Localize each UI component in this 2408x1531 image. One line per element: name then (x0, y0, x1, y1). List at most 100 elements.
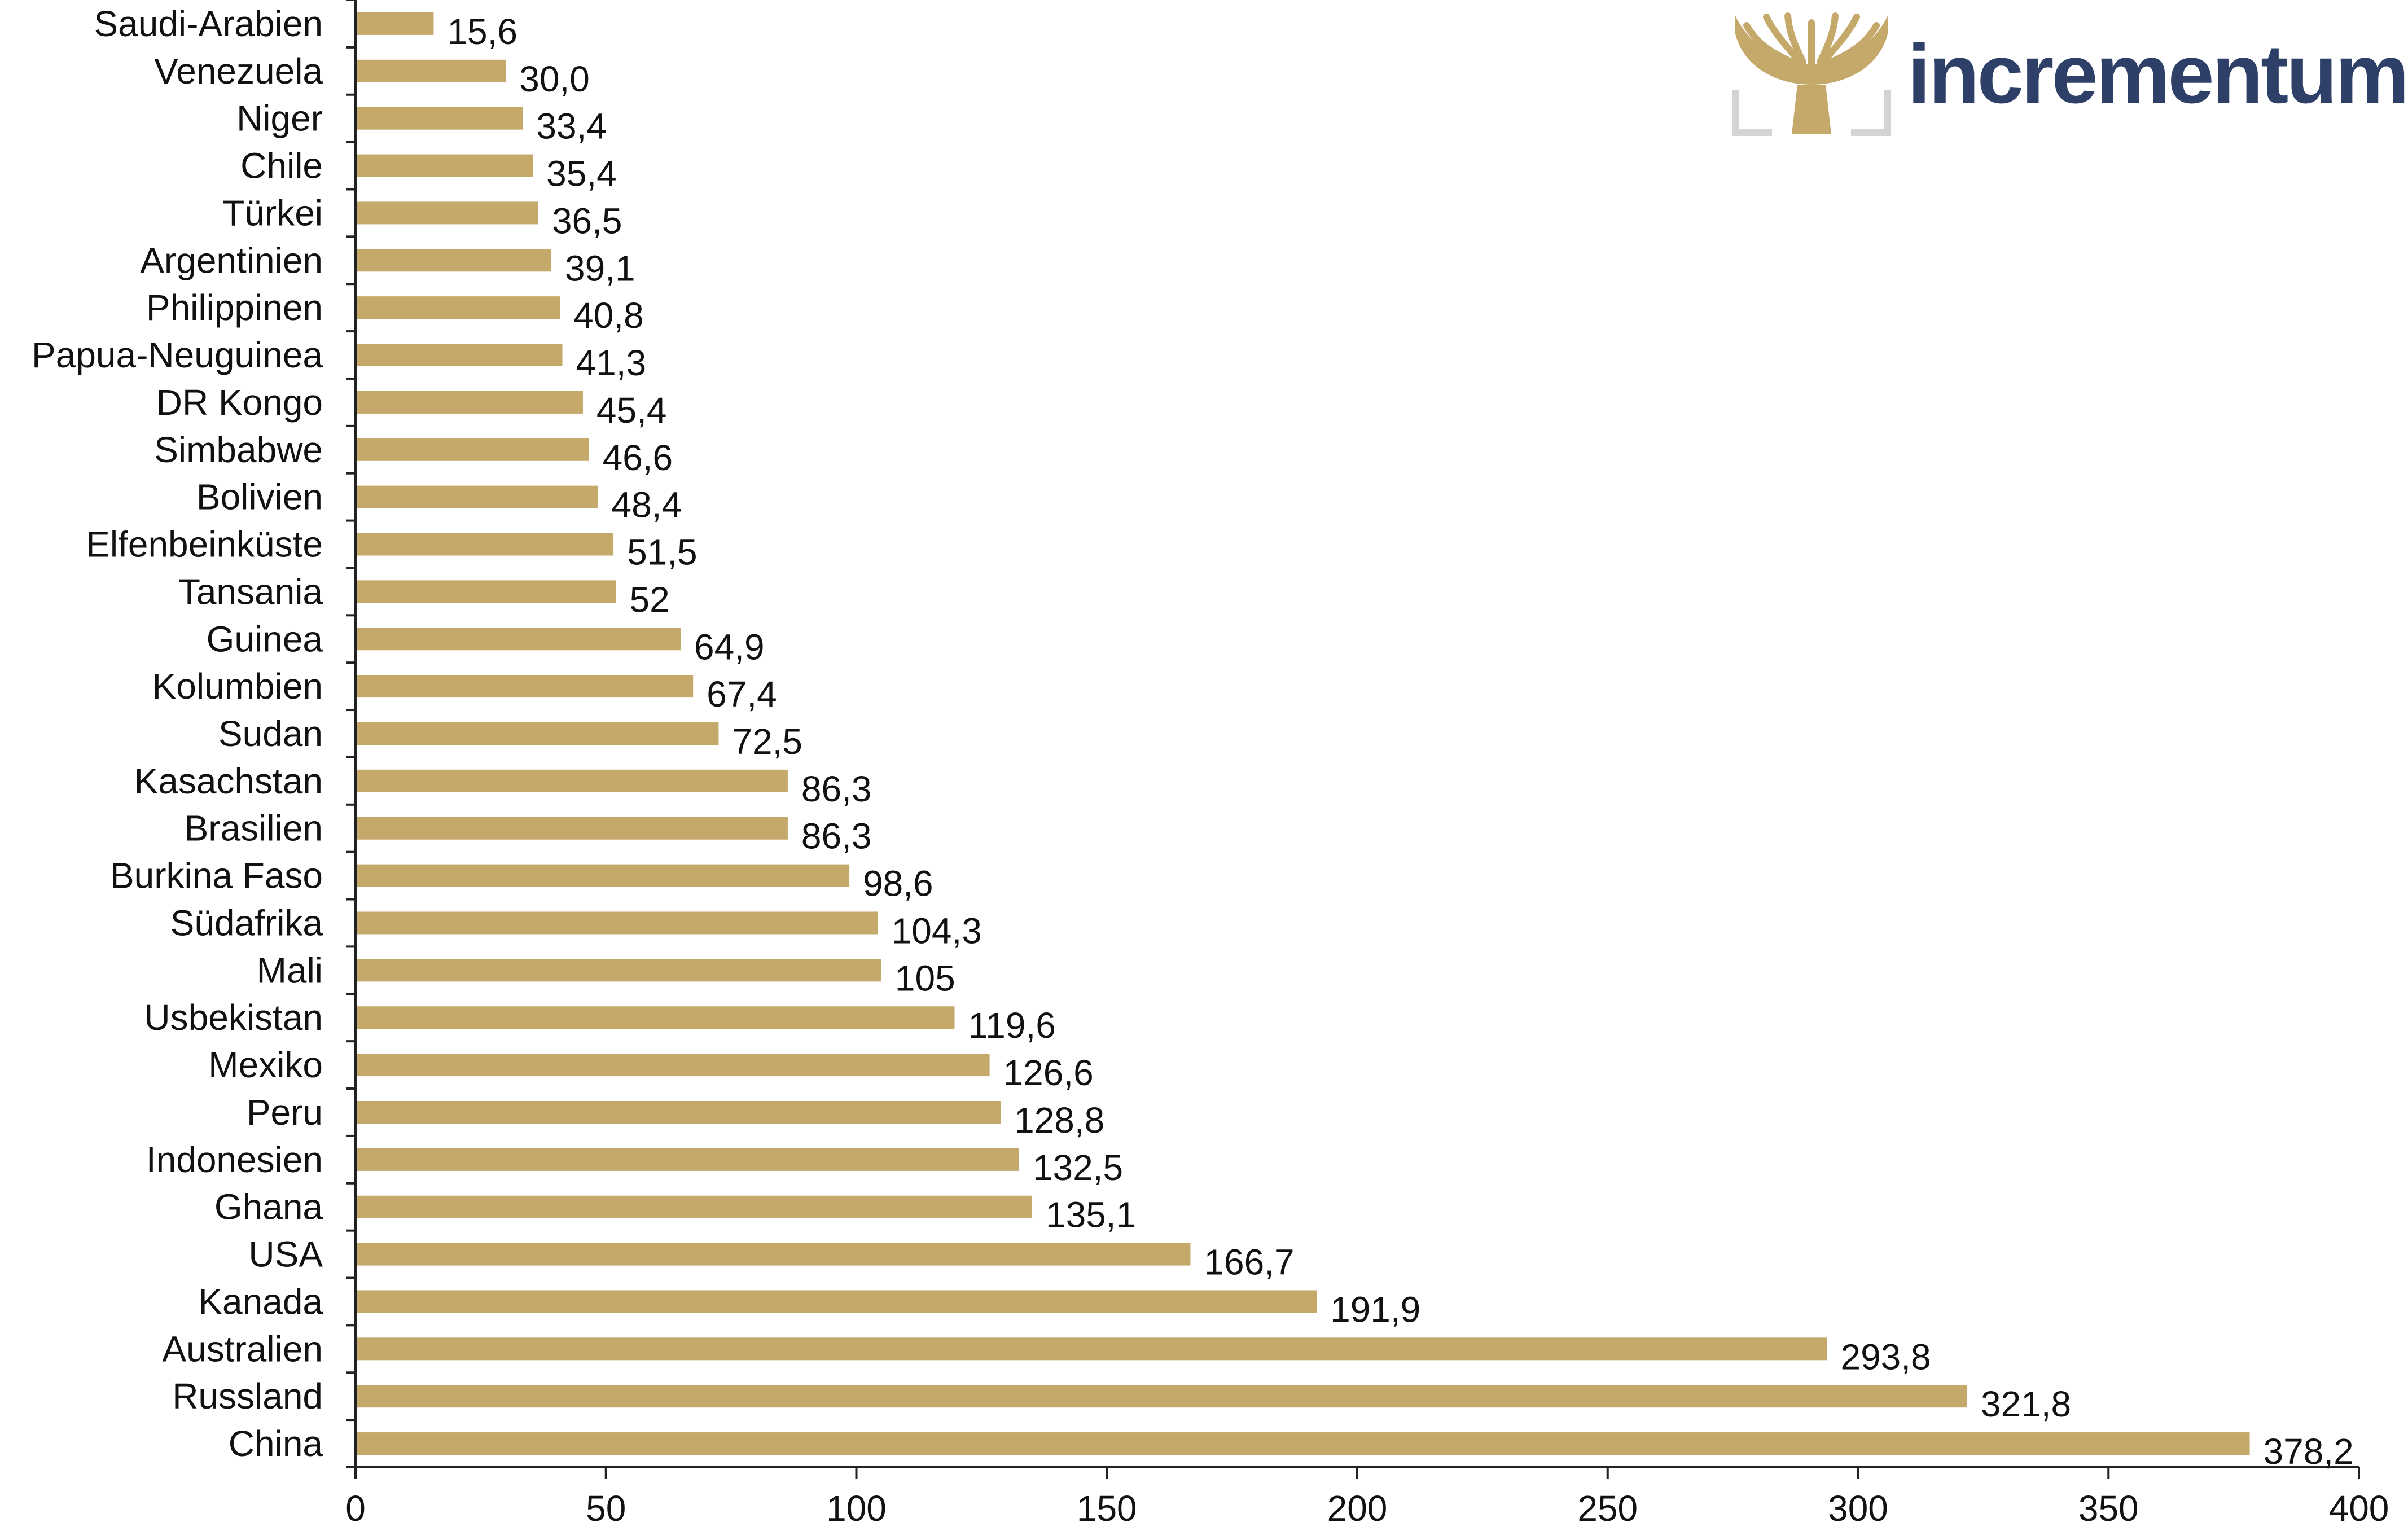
category-labels-group: Saudi-Arabien Venezuela Niger Chile Türkei Ar… (32, 3, 323, 1464)
x-tick-label: 0 (345, 1488, 366, 1529)
category-label: Elfenbeinküste (86, 524, 323, 565)
data-label: 64,9 (694, 626, 765, 667)
data-label: 119,6 (968, 1005, 1055, 1046)
bar (356, 1337, 1827, 1361)
brand-name: incrementum (1907, 28, 2407, 121)
data-label: 166,7 (1204, 1242, 1294, 1283)
data-label: 132,5 (1033, 1147, 1123, 1188)
category-label: Venezuela (154, 51, 323, 91)
bar (356, 1100, 1001, 1124)
category-label: Kolumbien (152, 666, 323, 707)
data-label: 35,4 (546, 153, 617, 194)
category-label: Südafrika (170, 902, 323, 943)
data-label: 135,1 (1046, 1195, 1136, 1235)
category-label: USA (248, 1234, 323, 1275)
category-label: Tansania (178, 571, 323, 612)
data-label: 51,5 (627, 532, 698, 573)
bar (356, 959, 881, 982)
bar (356, 1432, 2250, 1455)
category-label: Bolivien (196, 477, 323, 517)
bar (356, 1195, 1033, 1218)
category-label: Kasachstan (134, 761, 323, 801)
logo-group: incrementum (1732, 12, 2408, 136)
axes-group: 0 50 100 150 200 250 300 350 400 (345, 0, 2389, 1529)
data-label: 45,4 (596, 390, 667, 431)
bar (356, 533, 614, 556)
category-label: DR Kongo (156, 382, 323, 423)
bar (356, 769, 788, 792)
bar (356, 344, 563, 367)
data-label: 41,3 (576, 343, 647, 383)
category-label: Mexiko (208, 1045, 323, 1085)
data-label: 378,2 (2264, 1431, 2354, 1472)
data-label: 39,1 (565, 248, 635, 288)
category-label: Usbekistan (144, 997, 323, 1038)
category-label: Sudan (218, 713, 323, 754)
x-tick-label: 150 (1077, 1488, 1137, 1529)
data-label: 52 (630, 579, 670, 620)
bar (356, 154, 533, 177)
category-label: Simbabwe (154, 429, 323, 470)
bars-group (356, 12, 2250, 1455)
category-label: Australien (162, 1328, 323, 1369)
category-label: Peru (247, 1092, 323, 1133)
x-tick-label: 400 (2329, 1488, 2389, 1529)
category-label: Türkei (222, 192, 323, 233)
data-label: 67,4 (707, 674, 777, 714)
category-label: China (229, 1423, 323, 1464)
data-label: 86,3 (801, 816, 872, 857)
bar (356, 485, 598, 508)
category-label: Ghana (214, 1187, 323, 1227)
data-label: 98,6 (863, 863, 933, 904)
data-label: 36,5 (552, 200, 622, 241)
data-label: 46,6 (603, 437, 673, 478)
x-tick-label: 250 (1577, 1488, 1638, 1529)
category-label: Papua-Neuguinea (32, 335, 323, 375)
x-tick-label: 50 (586, 1488, 626, 1529)
bar (356, 864, 850, 887)
data-label: 40,8 (573, 295, 644, 336)
data-label: 86,3 (801, 769, 872, 809)
category-label: Burkina Faso (110, 856, 323, 896)
bar (356, 249, 552, 272)
bar (356, 1243, 1191, 1266)
data-label: 15,6 (447, 11, 517, 52)
data-label: 126,6 (1003, 1052, 1094, 1093)
data-label: 48,4 (612, 485, 682, 525)
bar (356, 1290, 1317, 1313)
data-label: 293,8 (1840, 1336, 1931, 1377)
bar (356, 628, 681, 651)
bar (356, 12, 434, 35)
bar (356, 817, 788, 840)
bar (356, 296, 560, 319)
bar (356, 1006, 955, 1029)
category-label: Philippinen (146, 287, 323, 328)
category-label: Saudi-Arabien (94, 3, 323, 44)
bar (356, 1385, 1967, 1408)
x-tick-label: 100 (826, 1488, 887, 1529)
data-label: 72,5 (732, 721, 802, 762)
category-label: Chile (240, 146, 323, 186)
category-label: Argentinien (140, 240, 323, 280)
data-label: 33,4 (536, 106, 607, 147)
data-label: 191,9 (1330, 1289, 1420, 1330)
data-label: 128,8 (1014, 1100, 1104, 1140)
tree-logo-icon (1732, 12, 1891, 136)
x-tick-label: 200 (1327, 1488, 1388, 1529)
data-label: 321,8 (1981, 1384, 2071, 1424)
bar (356, 59, 506, 82)
bar (356, 911, 878, 935)
bar (356, 201, 538, 225)
category-label: Niger (236, 98, 323, 139)
value-labels-group: 15,630,0 33,4 35,4 36,5 39,1 40,8 41,3 45,4 46,6… (447, 11, 2353, 1472)
category-label: Brasilien (185, 808, 323, 849)
data-label: 30,0 (519, 59, 590, 99)
bar (356, 438, 589, 461)
bar (356, 1148, 1019, 1171)
bar (356, 1054, 990, 1077)
bar (356, 107, 523, 130)
bar (356, 675, 694, 698)
data-label: 105 (895, 958, 955, 998)
bar (356, 580, 616, 603)
